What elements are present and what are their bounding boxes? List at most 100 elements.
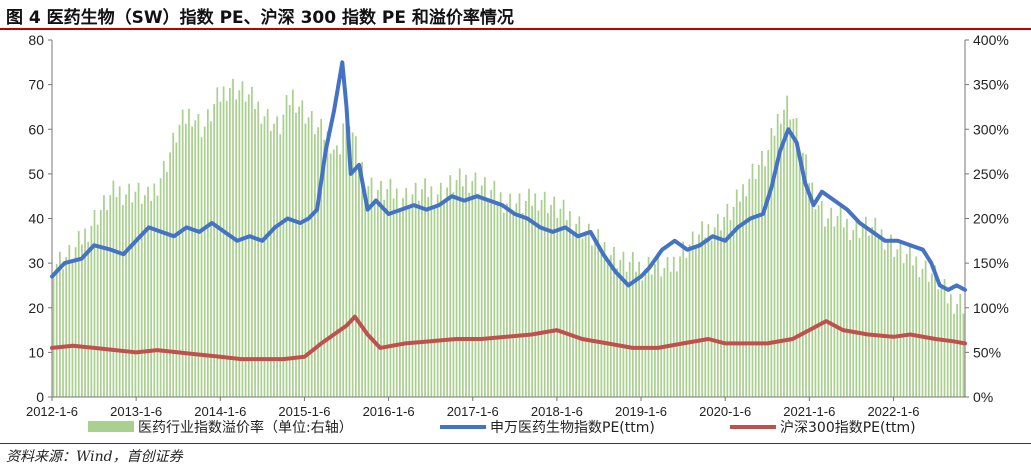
premium-bar <box>339 154 341 397</box>
premium-bar <box>909 245 911 397</box>
premium-bar <box>90 225 93 397</box>
premium-bar <box>613 246 615 397</box>
legend-premium-swatch <box>88 421 134 432</box>
premium-bar <box>263 116 266 397</box>
premium-bar <box>723 217 726 397</box>
premium-bar <box>436 194 439 397</box>
premium-bar <box>732 206 735 397</box>
premium-bar <box>147 186 149 397</box>
right-tick-label: 150% <box>973 255 1009 271</box>
premium-bar <box>490 189 493 397</box>
premium-bar <box>150 200 153 397</box>
premium-bar <box>219 101 222 397</box>
premium-bar <box>597 229 600 397</box>
premium-bar <box>827 218 829 397</box>
premium-bar <box>443 199 445 397</box>
premium-bar <box>71 262 74 397</box>
premium-bar <box>433 205 436 397</box>
premium-bar <box>276 116 278 397</box>
premium-bar <box>203 126 206 398</box>
premium-bar <box>587 223 590 397</box>
premium-bar <box>77 231 80 397</box>
premium-bar <box>424 178 426 397</box>
premium-bar <box>874 217 877 397</box>
premium-bar <box>861 227 864 397</box>
premium-bar <box>581 238 584 397</box>
premium-bar <box>96 224 99 397</box>
premium-bar <box>238 90 241 397</box>
premium-bar <box>962 313 965 397</box>
premium-bar <box>902 263 905 397</box>
premium-bar <box>824 226 826 397</box>
premium-bar <box>550 204 552 397</box>
premium-bar <box>279 134 282 397</box>
premium-bar <box>534 193 537 397</box>
premium-bar <box>663 268 666 397</box>
premium-bar <box>260 123 263 397</box>
premium-bar <box>622 251 625 397</box>
premium-bar <box>783 109 785 397</box>
premium-bar <box>767 149 770 397</box>
premium-bar <box>499 192 502 397</box>
right-tick-label: 50% <box>973 344 1001 360</box>
premium-bar <box>528 188 530 397</box>
source-divider <box>0 443 1031 444</box>
premium-bar <box>480 185 483 397</box>
premium-bar <box>650 274 653 397</box>
x-tick-label: 2018-1-6 <box>531 404 583 419</box>
premium-bar <box>537 210 540 397</box>
premium-bar <box>751 163 754 397</box>
premium-bar <box>572 231 574 397</box>
premium-bar <box>427 197 430 397</box>
premium-bar <box>477 193 480 397</box>
premium-bar <box>87 241 90 397</box>
premium-bar <box>118 186 121 397</box>
premium-bar <box>805 154 807 397</box>
premium-bar <box>616 268 618 397</box>
premium-bar <box>506 203 508 397</box>
premium-bar <box>562 199 565 397</box>
left-tick-label: 40 <box>28 211 44 227</box>
premium-bar <box>798 150 801 397</box>
premium-bar <box>99 209 102 397</box>
premium-bar <box>178 124 181 397</box>
premium-bar <box>125 194 127 397</box>
premium-bar <box>553 196 556 397</box>
premium-bar <box>896 249 899 397</box>
premium-bar <box>707 224 710 397</box>
premium-bar <box>802 152 804 397</box>
premium-bar <box>310 111 313 397</box>
premium-bar <box>191 126 193 397</box>
premium-bar <box>184 123 187 397</box>
premium-bar <box>358 163 360 397</box>
premium-bar <box>402 198 404 397</box>
premium-bar <box>698 234 700 397</box>
premium-bar <box>716 214 719 397</box>
premium-bar <box>455 179 458 397</box>
premium-bar <box>389 178 392 397</box>
premium-bar <box>354 136 357 397</box>
premium-bar <box>109 195 112 397</box>
premium-bar <box>169 152 171 397</box>
premium-bar <box>84 228 86 397</box>
premium-bar <box>140 203 143 397</box>
title-divider <box>0 28 1031 30</box>
premium-bar <box>846 218 848 397</box>
premium-bar <box>811 182 814 397</box>
premium-bar <box>200 137 203 398</box>
premium-bar <box>745 196 748 397</box>
premium-bar <box>603 242 606 397</box>
premium-bar <box>710 240 713 397</box>
premium-bar <box>893 256 896 397</box>
premium-bar <box>417 200 420 397</box>
hs300-pe-line <box>50 314 967 362</box>
premium-bar <box>739 201 741 397</box>
premium-bar <box>206 109 209 397</box>
premium-bar <box>162 160 165 397</box>
premium-bar <box>849 239 851 397</box>
premium-bar <box>887 242 889 397</box>
premium-bar <box>81 244 83 397</box>
premium-bar <box>93 209 96 397</box>
premium-bar <box>631 252 634 397</box>
premium-bar <box>883 249 886 397</box>
